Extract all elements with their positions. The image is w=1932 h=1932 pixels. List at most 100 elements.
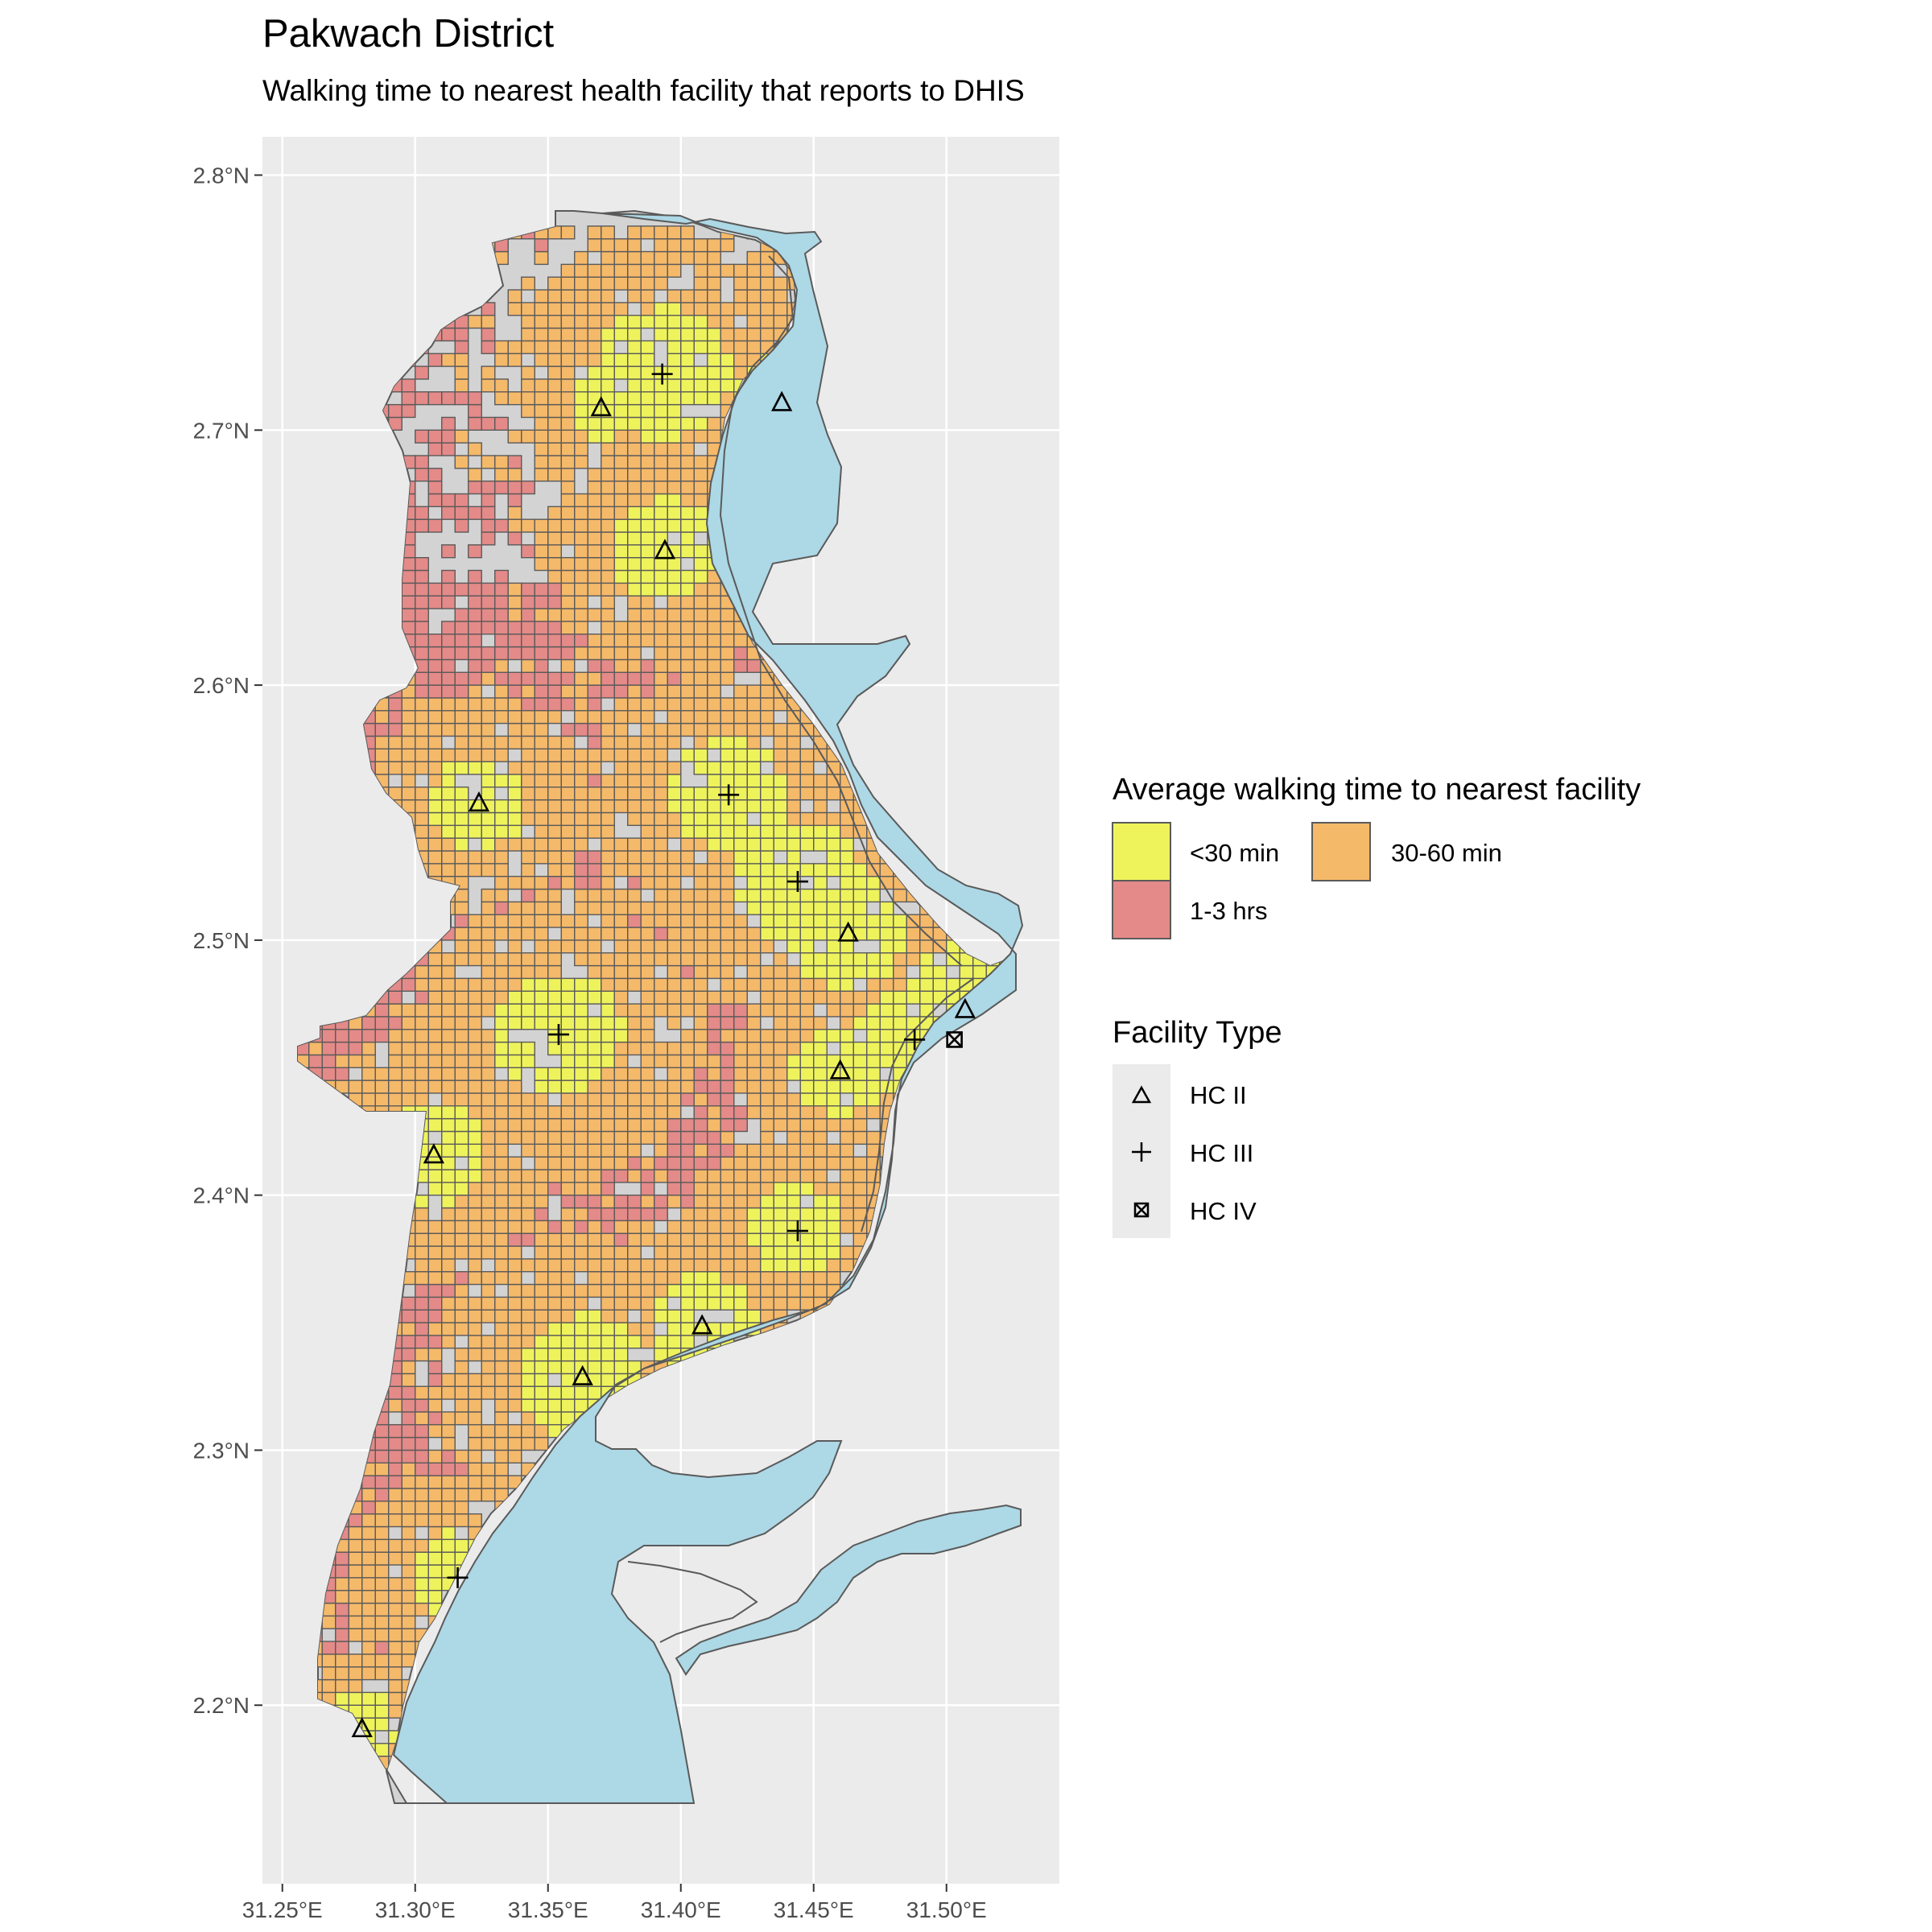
cell: [534, 1283, 549, 1298]
cell: [786, 799, 801, 814]
cell: [560, 1220, 576, 1234]
cell: [427, 1309, 443, 1323]
cell: [335, 1041, 349, 1056]
cell: [374, 1501, 390, 1515]
cell: [427, 774, 443, 788]
cell: [335, 1589, 349, 1604]
cell: [786, 1283, 801, 1298]
cell: [481, 1309, 496, 1323]
cell: [654, 1080, 668, 1094]
cell: [733, 837, 748, 852]
cell: [667, 1245, 682, 1260]
cell: [680, 289, 695, 303]
cell: [773, 276, 788, 291]
cell: [388, 1577, 402, 1591]
cell: [667, 595, 682, 609]
cell: [840, 977, 854, 992]
cell: [733, 774, 748, 788]
cell: [640, 1182, 655, 1196]
cell: [534, 289, 549, 303]
cell: [693, 455, 708, 469]
cell: [574, 634, 588, 648]
cell: [507, 353, 522, 367]
cell: [601, 850, 615, 865]
cell: [521, 608, 535, 622]
cell: [348, 1551, 363, 1566]
cell: [401, 1641, 416, 1655]
cell: [813, 1194, 828, 1209]
cell: [521, 761, 535, 775]
cell: [454, 391, 469, 406]
cell: [494, 1080, 509, 1094]
cell: [601, 531, 615, 546]
cell: [707, 1232, 721, 1247]
cell: [707, 1156, 721, 1170]
cell: [560, 863, 576, 877]
cell: [813, 1207, 828, 1222]
cell: [760, 1080, 774, 1094]
cell: [415, 608, 429, 622]
cell: [454, 1348, 469, 1362]
cell: [773, 952, 788, 967]
cell: [494, 1016, 509, 1030]
cell: [627, 455, 642, 469]
cell: [415, 1475, 429, 1489]
cell: [415, 1207, 429, 1222]
cell: [654, 480, 668, 495]
cell: [852, 1156, 868, 1170]
cell: [693, 901, 708, 915]
cell: [587, 799, 602, 814]
cell: [454, 1283, 469, 1298]
cell: [746, 722, 762, 737]
cell: [481, 850, 496, 865]
cell: [693, 1232, 708, 1247]
cell: [415, 582, 429, 597]
cell: [613, 850, 629, 865]
cell: [507, 480, 522, 495]
cell: [654, 416, 668, 431]
cell: [427, 952, 443, 967]
cell: [415, 811, 429, 827]
cell: [468, 1411, 482, 1426]
cell: [640, 455, 655, 469]
cell: [547, 608, 562, 622]
cell: [640, 468, 655, 482]
cell: [879, 1041, 894, 1056]
cell: [415, 1220, 429, 1234]
cell: [707, 1016, 721, 1030]
cell: [707, 658, 721, 673]
cell: [601, 952, 615, 967]
cell: [494, 1271, 509, 1286]
cell: [733, 824, 748, 839]
cell: [667, 289, 682, 303]
cell: [547, 1335, 562, 1349]
cell: [760, 1296, 774, 1311]
cell: [560, 735, 576, 749]
cell: [601, 1169, 615, 1183]
cell: [667, 875, 682, 890]
cell: [454, 990, 469, 1005]
cell: [601, 1245, 615, 1260]
cell: [494, 1182, 509, 1196]
cell: [560, 1232, 576, 1247]
cell: [852, 1169, 868, 1183]
cell: [560, 416, 576, 431]
cell: [560, 276, 576, 291]
cell: [601, 671, 615, 686]
cell: [468, 1054, 482, 1068]
cell: [454, 1475, 469, 1489]
cell: [667, 1156, 682, 1170]
cell: [587, 480, 602, 495]
cell: [415, 1309, 429, 1323]
cell: [654, 952, 668, 967]
cell: [613, 977, 629, 992]
cell: [733, 927, 748, 941]
cell: [866, 952, 881, 967]
cell: [627, 1003, 642, 1018]
cell: [481, 1130, 496, 1146]
cell: [468, 1424, 482, 1439]
cell: [773, 1029, 788, 1043]
cell: [481, 365, 496, 380]
cell: [574, 416, 588, 431]
cell: [746, 1309, 762, 1323]
